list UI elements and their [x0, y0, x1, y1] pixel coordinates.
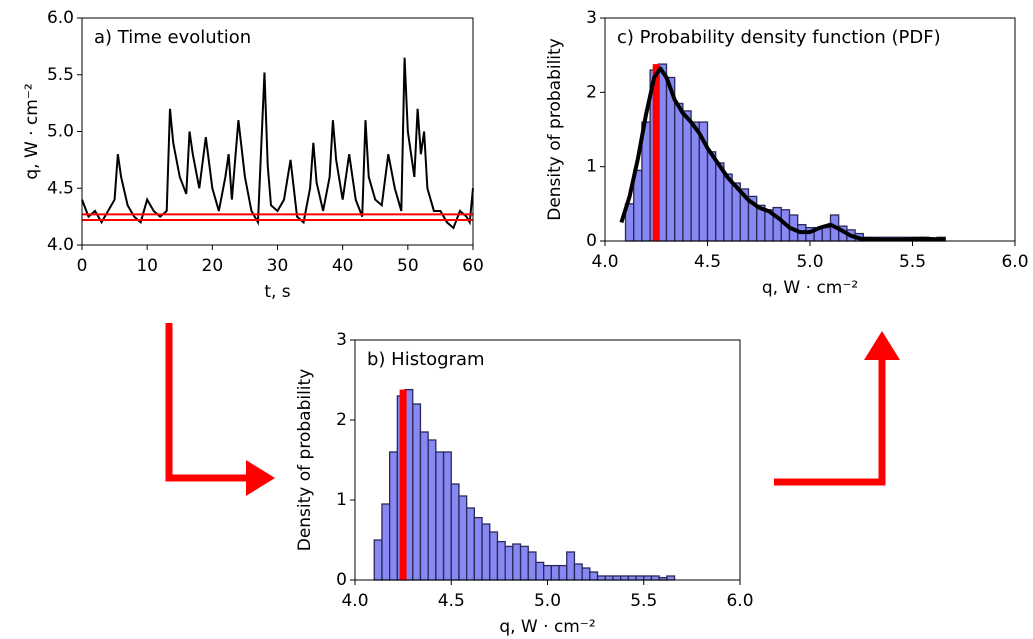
bar [535, 561, 545, 581]
bar [381, 503, 391, 581]
x-tick-label: 30 [267, 256, 289, 276]
y-tick-label: 0 [336, 570, 347, 590]
bar [612, 575, 622, 581]
bar [504, 545, 514, 581]
mode-bar [652, 64, 660, 241]
bar [442, 451, 452, 581]
x-tick-label: 4.0 [341, 591, 368, 611]
x-tick-label: 40 [332, 256, 354, 276]
bar [481, 523, 491, 581]
bar [715, 162, 725, 242]
y-tick-label: 2 [586, 82, 597, 102]
y-tick-label: 6.0 [47, 8, 74, 28]
kde-curve [619, 66, 946, 242]
bar [682, 110, 692, 242]
bar [573, 563, 583, 581]
chart-title: a) Time evolution [94, 27, 251, 48]
bar [566, 551, 576, 581]
y-tick-label: 3 [336, 330, 347, 350]
arrow-shaft [774, 355, 886, 486]
bar [427, 439, 437, 581]
bar [550, 564, 560, 581]
y-tick-label: 1 [336, 490, 347, 510]
bar [627, 575, 637, 581]
bar [821, 226, 832, 242]
y-tick-label: 0 [586, 231, 597, 251]
bar [412, 403, 422, 581]
bar [666, 575, 676, 581]
chart-title: c) Probability density function (PDF) [617, 27, 941, 48]
x-tick-label: 50 [397, 256, 419, 276]
bar [373, 539, 383, 581]
y-tick-label: 5.0 [47, 122, 74, 142]
x-tick-label: 6.0 [726, 591, 753, 611]
bar [650, 575, 660, 581]
bar [706, 151, 717, 242]
bar [723, 173, 733, 242]
chart-title: b) Histogram [367, 349, 485, 370]
bar [435, 451, 445, 581]
y-tick-label: 5.5 [47, 65, 74, 85]
y-tick-label: 4.5 [47, 178, 74, 198]
bar [388, 451, 398, 581]
bar [620, 575, 630, 581]
bar [635, 575, 645, 581]
bar [596, 575, 606, 581]
x-tick-label: 5.5 [630, 591, 657, 611]
x-tick-label: 0 [77, 256, 88, 276]
bar [643, 575, 653, 581]
mode-bar [399, 389, 407, 580]
bar [512, 543, 522, 581]
y-axis-label: q, W · cm⁻² [22, 83, 42, 179]
y-axis-label: Density of probability [545, 38, 565, 221]
y-tick-label: 4.0 [47, 235, 74, 255]
bar [450, 483, 460, 581]
bar [558, 564, 568, 581]
x-tick-label: 5.5 [899, 252, 926, 272]
x-axis-label: t, s [264, 282, 290, 302]
arrow-head [864, 331, 900, 360]
y-tick-label: 1 [586, 157, 597, 177]
x-tick-label: 4.0 [591, 252, 618, 272]
x-tick-label: 6.0 [1001, 252, 1028, 272]
bar [604, 575, 614, 581]
x-tick-label: 20 [202, 256, 224, 276]
bar [674, 102, 684, 242]
arrow-left [165, 323, 252, 482]
bar [665, 76, 676, 242]
bar [543, 564, 553, 581]
x-tick-label: 4.5 [694, 252, 721, 272]
x-tick-label: 5.0 [534, 591, 561, 611]
x-tick-label: 5.0 [796, 252, 823, 272]
data-line [81, 57, 474, 230]
y-tick-label: 3 [586, 8, 597, 28]
x-axis-label: q, W · cm⁻² [499, 617, 595, 637]
bar [458, 495, 468, 581]
bar [473, 516, 483, 581]
x-axis-label: q, W · cm⁻² [762, 278, 858, 298]
y-axis-label: Density of probability [295, 369, 315, 552]
x-tick-label: 10 [136, 256, 158, 276]
bar [489, 531, 499, 581]
x-tick-label: 60 [462, 256, 484, 276]
arrow-right [774, 355, 886, 486]
x-tick-label: 4.5 [438, 591, 465, 611]
bar [465, 507, 475, 581]
arrow-shaft [165, 323, 252, 482]
bar [419, 431, 429, 581]
bar [772, 206, 782, 242]
y-tick-label: 2 [336, 410, 347, 430]
bar [589, 571, 599, 581]
bar [496, 540, 506, 581]
bar [581, 567, 591, 581]
bar [519, 545, 529, 581]
arrow-head [246, 460, 275, 496]
bar [690, 121, 700, 242]
bar [527, 551, 537, 581]
